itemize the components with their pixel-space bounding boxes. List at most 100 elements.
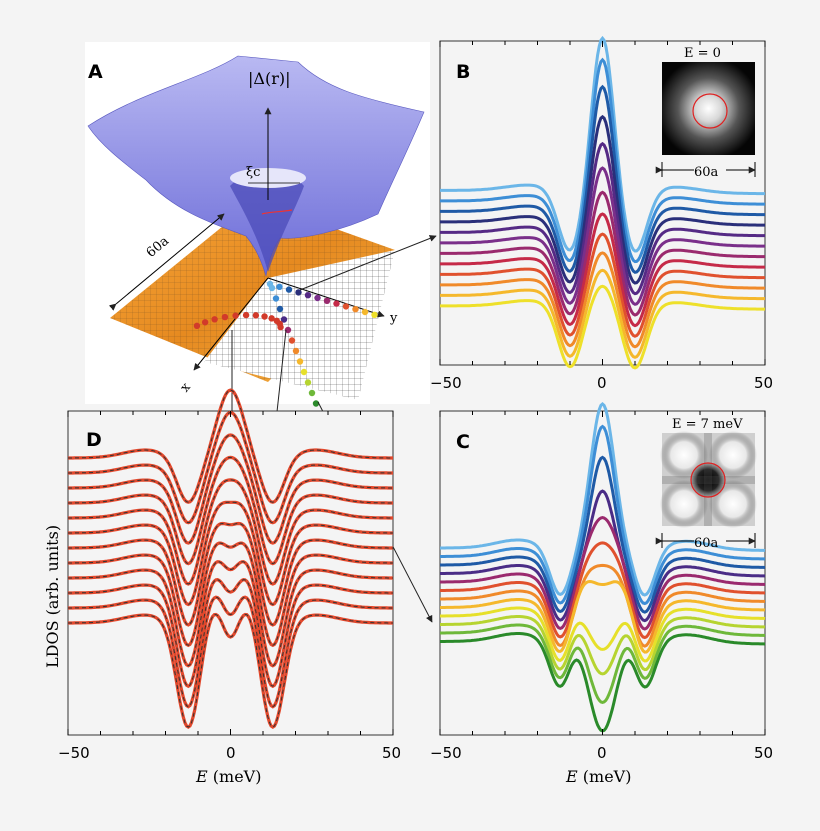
path-d-point <box>273 317 281 325</box>
path-b-point <box>276 283 283 290</box>
panel-a-label: A <box>88 61 103 83</box>
c-series-9 <box>440 606 766 663</box>
path-c-point <box>296 358 304 365</box>
xi-label: ξc <box>246 165 260 180</box>
d-data-1 <box>68 389 393 503</box>
panel-c-ticks <box>439 411 766 735</box>
lattice-quadrant-grid <box>204 250 395 400</box>
d-xlabel-var: E <box>195 767 208 786</box>
sample-points <box>193 280 378 407</box>
c-series-2 <box>440 424 766 606</box>
path-d-point <box>193 322 201 330</box>
d-data-9 <box>68 561 393 667</box>
d-data-11 <box>68 596 393 708</box>
c-series-10 <box>440 615 766 676</box>
c-xlabel-var: E <box>565 767 578 786</box>
base-plane-grid <box>110 200 395 382</box>
b-series-5 <box>440 141 765 296</box>
path-b-point <box>371 311 378 318</box>
gap-surface <box>87 55 425 277</box>
path-c-point <box>268 284 276 292</box>
panel-d-label: D <box>86 429 102 451</box>
panel-a: A |Δ(r)| ξc 60a x y <box>85 42 430 407</box>
panel-b: B −50 0 50 E = 0 60a <box>430 35 773 392</box>
b-series-8 <box>440 212 765 328</box>
path-b-point <box>323 297 331 304</box>
d-fit-3 <box>68 433 393 545</box>
x-axis-arrow <box>193 277 269 371</box>
path-c-point <box>300 368 308 376</box>
path-b-point <box>295 289 302 296</box>
d-data-10 <box>68 579 393 687</box>
path-d-point <box>221 313 229 321</box>
b-tick-left: −50 <box>430 374 462 392</box>
path-c-point <box>276 305 284 313</box>
c-series-8 <box>440 579 766 654</box>
c-series-5 <box>440 516 766 631</box>
path-c-point <box>284 326 292 334</box>
inset-b-circle <box>692 93 728 129</box>
panel-c-label: C <box>456 431 470 453</box>
path-b-point <box>333 300 340 307</box>
c-series-3 <box>440 455 766 614</box>
d-fit-8 <box>68 541 393 648</box>
panel-b-curves <box>440 35 765 370</box>
c-xlabel-unit: (meV) <box>578 767 632 786</box>
b-series-11 <box>440 268 765 359</box>
path-b-point <box>361 308 369 316</box>
d-xlabel: E (meV) <box>195 767 261 786</box>
inset-c-circle <box>690 462 726 498</box>
inset-b-image <box>662 62 755 155</box>
y-axis-label: y <box>389 311 398 326</box>
panel-d-curves <box>68 388 393 730</box>
b-series-3 <box>440 84 765 274</box>
path-c-point <box>280 316 288 323</box>
d-data-12 <box>68 613 393 728</box>
inset-c-scale-label: 60a <box>694 536 719 551</box>
d-xlabel-unit: (meV) <box>208 767 262 786</box>
c-series-1 <box>440 402 766 597</box>
d-data-4 <box>68 456 393 565</box>
path-c-point <box>308 389 316 397</box>
c-series-11 <box>440 623 766 704</box>
d-data-7 <box>68 522 393 626</box>
b-series-10 <box>440 251 765 349</box>
b-series-2 <box>440 57 765 264</box>
path-c-point <box>288 337 296 344</box>
core-marker <box>261 209 293 215</box>
panel-b-ticks <box>439 41 766 365</box>
d-ylabel: LDOS (arb. units) <box>43 525 62 668</box>
path-c-point <box>292 347 300 355</box>
b-series-6 <box>440 166 765 306</box>
path-d-point <box>242 311 250 319</box>
b-series-4 <box>440 114 765 285</box>
panel-b-label: B <box>456 61 470 83</box>
c-tick-right: 50 <box>754 744 773 762</box>
c-tick-mid: 0 <box>597 744 607 762</box>
inset-c-lobes <box>660 431 757 528</box>
z-axis-label: |Δ(r)| <box>248 69 290 88</box>
b-series-9 <box>440 232 765 338</box>
c-series-4 <box>440 489 766 623</box>
b-tick-mid: 0 <box>597 374 607 392</box>
arrow-to-b <box>299 235 437 291</box>
path-d-point <box>252 312 260 319</box>
panel-d: D −50 0 50 E (meV) LDOS (arb. units) <box>43 388 401 786</box>
inset-c-title: E = 7 meV <box>672 417 743 432</box>
path-d-point <box>268 315 275 322</box>
d-tick-left: −50 <box>58 744 90 762</box>
path-d-point <box>201 319 209 326</box>
b-series-1 <box>440 35 765 253</box>
panel-c: C −50 0 50 E (meV) E = 7 meV 60a <box>430 402 773 786</box>
d-fit-6 <box>68 500 393 607</box>
d-tick-mid: 0 <box>226 744 236 762</box>
path-c-point <box>312 400 320 407</box>
b-series-12 <box>440 284 765 370</box>
inset-b-scale-label: 60a <box>694 165 719 180</box>
path-b-point <box>352 306 359 313</box>
path-c-point <box>304 379 312 386</box>
path-b-point <box>285 286 293 293</box>
b-series-7 <box>440 190 765 317</box>
scale-bar-a <box>108 213 225 311</box>
